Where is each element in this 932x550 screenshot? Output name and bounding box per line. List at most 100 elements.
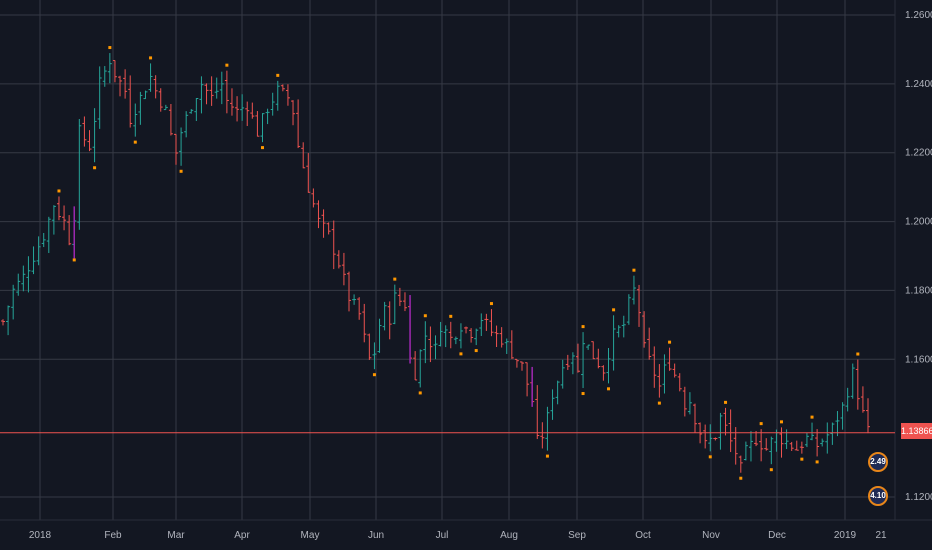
ohlc-bar	[153, 75, 158, 99]
x-tick-label: Nov	[702, 530, 720, 541]
grid-lines	[0, 0, 895, 520]
ohlc-bar	[1, 319, 5, 326]
ohlc-bar	[285, 84, 290, 106]
fractal-low-marker	[372, 373, 376, 377]
x-tick-label: Dec	[768, 530, 786, 541]
ohlc-bar	[799, 441, 804, 454]
ohlc-bar	[718, 412, 723, 450]
economic-event-icon[interactable]: 4.10	[868, 486, 888, 506]
ohlc-bar	[713, 437, 718, 441]
ohlc-bar	[413, 351, 418, 381]
fractal-low-marker	[418, 391, 422, 395]
fractal-low-marker	[607, 387, 610, 391]
ohlc-bar	[163, 104, 168, 111]
ohlc-bar	[418, 349, 423, 388]
ohlc-bar	[214, 77, 219, 99]
ohlc-bar	[448, 321, 453, 349]
fractal-high-marker	[759, 422, 763, 426]
ohlc-bar	[743, 441, 748, 461]
ohlc-bar	[240, 94, 245, 121]
ohlc-bar	[662, 354, 667, 394]
ohlc-bar	[611, 315, 616, 371]
ohlc-bar	[789, 441, 794, 451]
x-axis[interactable]: 2018 Feb Mar Apr May Jun Jul Aug Sep Oct Nov Dec 201…	[29, 530, 887, 541]
fractal-high-marker	[449, 314, 453, 318]
ohlc-bar	[433, 335, 438, 360]
ohlc-bar	[341, 252, 346, 286]
ohlc-bar	[387, 301, 392, 340]
ohlc-bar	[392, 284, 397, 325]
fractal-high-marker	[632, 268, 636, 272]
ohlc-bar	[16, 273, 21, 296]
ohlc-bar	[397, 287, 402, 307]
fractal-low-marker	[93, 166, 97, 170]
ohlc-bar	[601, 365, 606, 381]
ohlc-bar	[494, 325, 499, 348]
ohlc-bar	[703, 424, 708, 449]
y-tick-label: 1.16000	[905, 354, 932, 365]
y-tick-label: 1.26000	[905, 10, 932, 21]
ohlc-bar	[581, 332, 586, 389]
x-tick-label: May	[301, 530, 320, 541]
ohlc-bar	[657, 364, 662, 398]
x-tick-label: Jul	[436, 530, 449, 541]
fractal-low-marker	[545, 454, 549, 458]
ohlc-bar	[866, 398, 870, 434]
ohlc-bar	[51, 205, 56, 235]
ohlc-bar	[820, 438, 825, 447]
ohlc-bar	[728, 409, 733, 453]
fractal-low-marker	[657, 401, 661, 405]
ohlc-bar	[504, 338, 509, 354]
ohlc-bar	[372, 342, 377, 370]
fractal-low-marker	[179, 169, 183, 173]
ohlc-bar	[855, 359, 860, 410]
fractal-high-marker	[423, 314, 427, 318]
ohlc-bar	[642, 311, 647, 348]
ohlc-bar	[255, 111, 260, 137]
ohlc-bar	[321, 209, 326, 238]
ohlc-bar	[280, 84, 285, 92]
ohlc-bar	[835, 411, 840, 437]
fractal-low-marker	[474, 349, 478, 353]
ohlc-bar	[118, 75, 123, 97]
ohlc-bar	[36, 236, 41, 266]
ohlc-bar	[301, 142, 306, 169]
ohlc-bar	[402, 292, 407, 312]
ohlc-bar	[677, 373, 682, 392]
ohlc-bar	[759, 429, 764, 462]
economic-event-icon[interactable]: 2.49	[868, 452, 888, 472]
fractal-low-marker	[800, 457, 804, 461]
fractal-low-marker	[261, 146, 264, 150]
ohlc-bar	[423, 321, 428, 364]
ohlc-bar	[804, 432, 809, 448]
ohlc-bar	[291, 100, 296, 126]
fractal-low-marker	[708, 455, 712, 459]
ohlc-bar	[764, 438, 769, 451]
x-tick-label: Jun	[368, 530, 384, 541]
y-axis[interactable]: 1.26000 1.24000 1.22000 1.20000 1.18000 1.160…	[905, 10, 932, 503]
ohlc-bar	[77, 118, 82, 230]
ohlc-bar	[769, 436, 774, 465]
ohlc-bar	[652, 346, 657, 388]
ohlc-bar	[733, 427, 738, 465]
ohlc-bar	[575, 343, 580, 373]
ohlc-bar	[825, 422, 830, 454]
ohlc-bar	[596, 348, 601, 369]
ohlc-bar	[428, 326, 433, 363]
ohlc-bar	[377, 318, 382, 353]
ohlc-bar	[260, 113, 265, 143]
ohlc-bars	[1, 53, 870, 473]
ohlc-bar	[107, 53, 112, 84]
fractal-low-marker	[72, 258, 76, 262]
ohlc-bar	[133, 103, 138, 137]
ohlc-bar	[570, 352, 575, 375]
ohlc-bar	[224, 70, 229, 114]
ohlc-bar	[616, 325, 621, 338]
fractal-low-marker	[459, 352, 463, 356]
fractal-high-marker	[276, 73, 280, 77]
ohlc-bar	[514, 358, 519, 368]
ohlc-bar	[810, 422, 815, 441]
ohlc-bar	[306, 153, 311, 193]
